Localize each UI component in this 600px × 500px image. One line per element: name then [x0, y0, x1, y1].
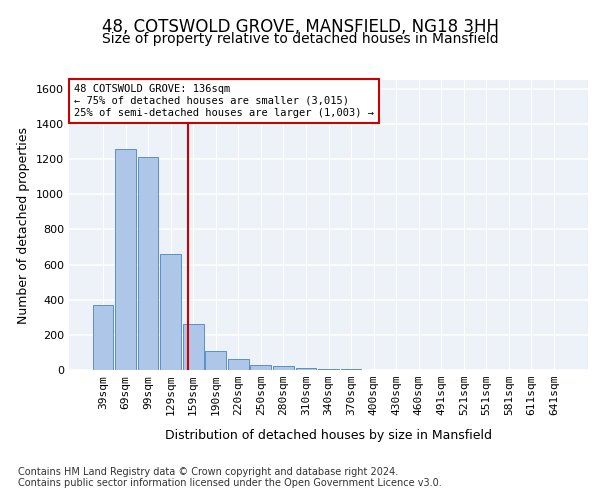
Bar	[228, 358, 248, 370]
Y-axis label: Number of detached properties: Number of detached properties	[17, 126, 31, 324]
Bar	[205, 350, 226, 370]
Bar	[318, 369, 339, 370]
Bar	[137, 158, 158, 370]
Text: Size of property relative to detached houses in Mansfield: Size of property relative to detached ho…	[101, 32, 499, 46]
Text: 48 COTSWOLD GROVE: 136sqm
← 75% of detached houses are smaller (3,015)
25% of se: 48 COTSWOLD GROVE: 136sqm ← 75% of detac…	[74, 84, 374, 117]
Bar	[92, 305, 113, 370]
Bar	[296, 368, 316, 370]
Bar	[160, 254, 181, 370]
Bar	[273, 366, 294, 370]
Bar	[183, 324, 203, 370]
Text: Distribution of detached houses by size in Mansfield: Distribution of detached houses by size …	[166, 428, 493, 442]
Text: Contains HM Land Registry data © Crown copyright and database right 2024.
Contai: Contains HM Land Registry data © Crown c…	[18, 466, 442, 488]
Bar	[250, 364, 271, 370]
Bar	[115, 148, 136, 370]
Text: 48, COTSWOLD GROVE, MANSFIELD, NG18 3HH: 48, COTSWOLD GROVE, MANSFIELD, NG18 3HH	[101, 18, 499, 36]
